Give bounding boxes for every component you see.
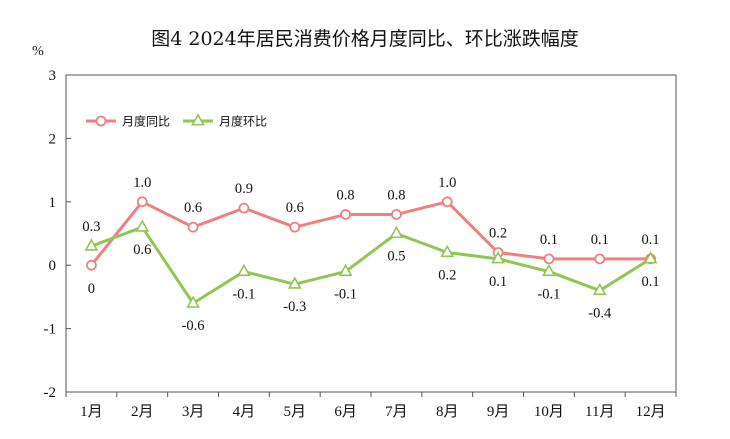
- mom-point: [592, 282, 607, 296]
- mom-point: [542, 263, 556, 277]
- yoy-point: [340, 209, 351, 220]
- x-tick-label: 11月: [585, 404, 614, 420]
- legend-marker: [95, 115, 107, 127]
- x-tick-label: 12月: [636, 404, 666, 420]
- yoy-data-label: 1.0: [133, 175, 151, 191]
- mom-point: [491, 251, 505, 264]
- y-tick-label: 2: [49, 131, 57, 147]
- legend: 月度同比 月度环比: [86, 113, 267, 129]
- mom-data-label: -0.1: [232, 287, 255, 303]
- series-line-yoy: [90, 200, 651, 267]
- y-tick-label: 3: [49, 68, 57, 84]
- x-tick-label: 1月: [80, 404, 103, 420]
- yoy-data-label: 0.6: [184, 200, 202, 216]
- yoy-point: [86, 259, 97, 271]
- x-tick-label: 8月: [436, 404, 459, 420]
- yoy-data-label: 0.9: [235, 181, 253, 197]
- yoy-point: [136, 196, 148, 208]
- mom-data-label: -0.6: [182, 318, 205, 334]
- mom-point: [389, 225, 404, 239]
- yoy-point: [238, 202, 250, 214]
- y-tick-label: -1: [44, 322, 57, 338]
- legend-marker: [191, 113, 205, 126]
- x-tick-label: 4月: [233, 404, 256, 420]
- yoy-point: [441, 196, 453, 208]
- yoy-point: [594, 253, 606, 265]
- yoy-data-label: 0.8: [337, 187, 355, 203]
- yoy-data-label: 0.6: [286, 200, 304, 216]
- mom-data-label: -0.1: [537, 287, 560, 303]
- mom-point: [186, 295, 200, 308]
- legend-label: 月度环比: [219, 114, 267, 129]
- mom-data-label: -0.3: [283, 299, 306, 315]
- mom-point: [643, 251, 658, 264]
- mom-data-label: -0.1: [334, 287, 357, 303]
- x-tick-label: 6月: [334, 404, 357, 420]
- mom-data-label: 0.6: [133, 242, 151, 258]
- yoy-point: [391, 209, 402, 220]
- mom-data-label: 0.5: [387, 249, 405, 265]
- yoy-data-label: 1.0: [438, 175, 456, 191]
- mom-point: [237, 263, 251, 277]
- yoy-data-label: 0.1: [642, 232, 660, 248]
- yoy-data-label: 0.1: [591, 232, 609, 248]
- y-tick-label: -2: [44, 385, 57, 401]
- chart-title: 图4 2024年居民消费价格月度同比、环比涨跌幅度: [151, 28, 578, 50]
- mom-data-label: 0.2: [438, 268, 456, 284]
- mom-data-label: 0.1: [642, 274, 660, 290]
- yoy-point: [187, 221, 199, 233]
- mom-data-label: 0.1: [489, 274, 507, 290]
- yoy-data-label: 0: [88, 281, 95, 297]
- yoy-data-label: 0.2: [489, 226, 507, 242]
- x-axis: 1月 2月 3月 4月 5月 6月 7月 8月 9月 10月 11月 12月: [65, 392, 677, 420]
- mom-point: [84, 238, 99, 251]
- mom-data-label: -0.4: [588, 306, 612, 322]
- y-axis-unit: %: [32, 44, 44, 59]
- yoy-data-label: 0.8: [387, 187, 405, 203]
- y-tick-label: 1: [49, 195, 57, 211]
- mom-data-label: 0.3: [82, 219, 100, 235]
- x-tick-label: 3月: [182, 404, 205, 420]
- mom-point: [287, 276, 302, 289]
- yoy-data-label: 0.1: [540, 232, 558, 248]
- x-tick-label: 10月: [534, 404, 564, 420]
- x-tick-label: 9月: [487, 404, 510, 420]
- data-labels: 0 0.3 1.0 0.6 0.6 -0.6 0.9 -0.1 0.6 -0.3 0.8 -0.1 0.…: [82, 175, 659, 334]
- series-layer: [84, 196, 658, 308]
- mom-point: [440, 244, 455, 258]
- x-tick-label: 5月: [283, 404, 306, 420]
- yoy-point: [289, 221, 301, 233]
- mom-point: [135, 219, 150, 232]
- mom-point: [338, 263, 353, 277]
- x-tick-label: 2月: [131, 404, 154, 420]
- y-tick-label: 0: [49, 258, 57, 274]
- series-line-mom: [90, 225, 652, 305]
- legend-label: 月度同比: [122, 114, 170, 129]
- yoy-point: [543, 253, 555, 265]
- x-tick-label: 7月: [385, 404, 408, 420]
- y-axis: 3 2 1 0 -1 -2: [44, 68, 71, 401]
